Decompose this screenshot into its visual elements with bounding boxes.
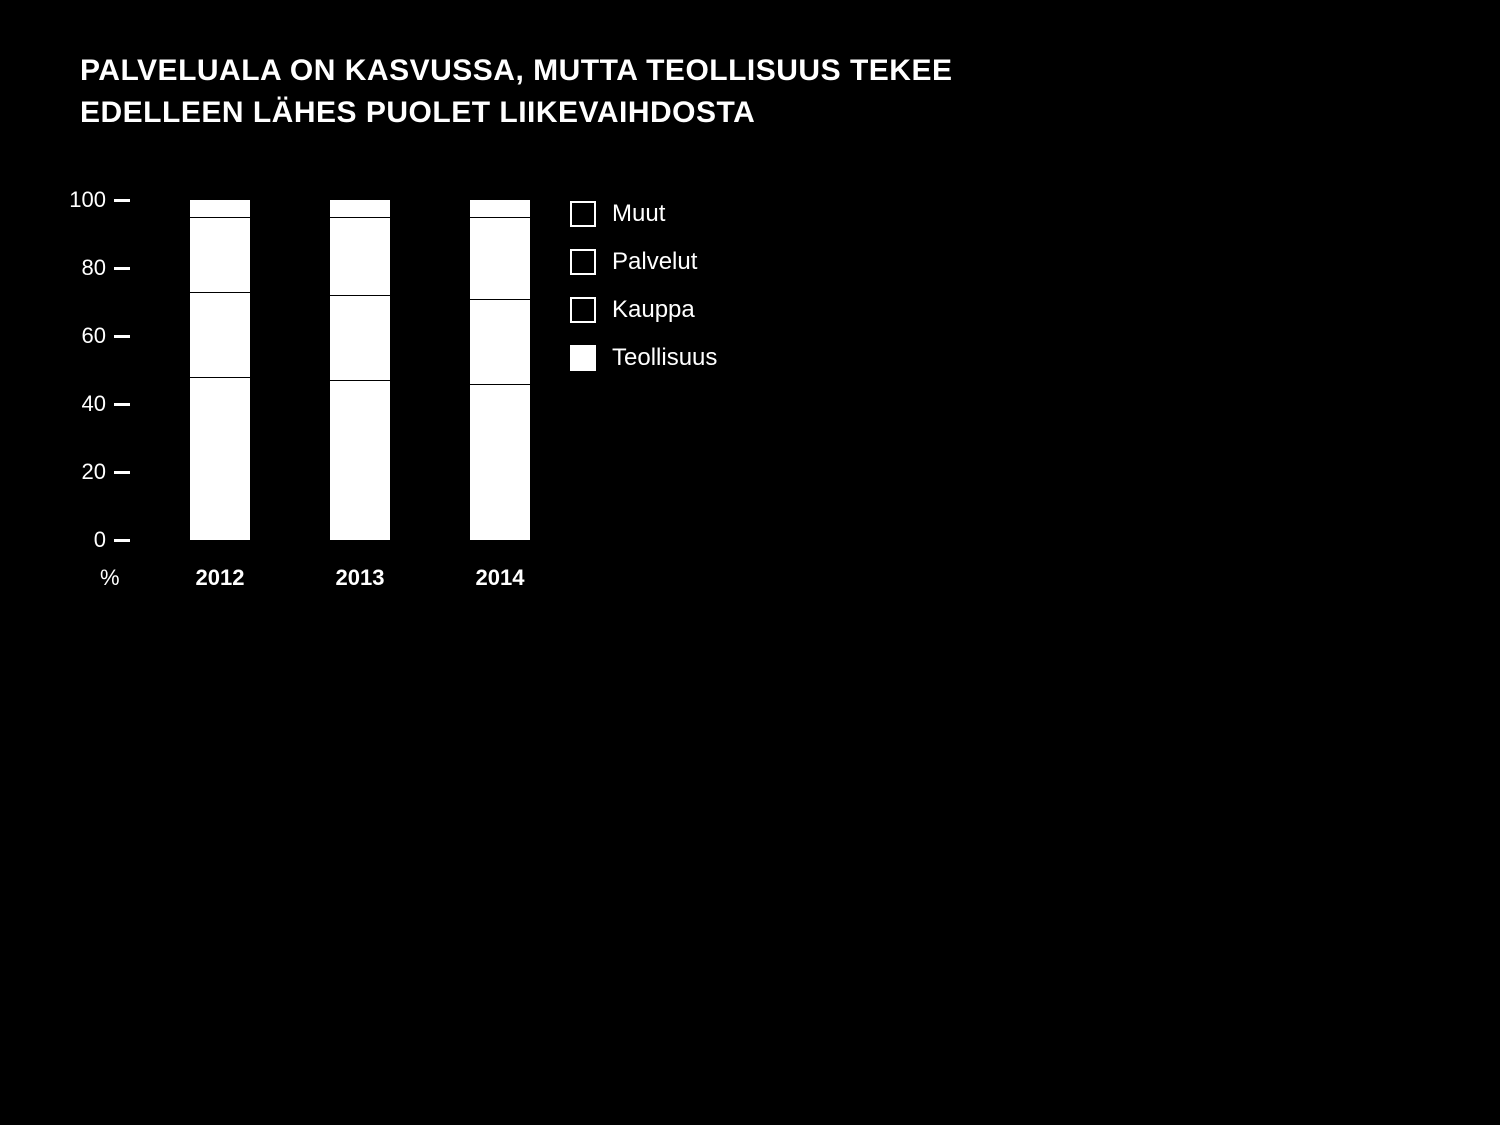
y-tick-mark-icon [114,199,130,202]
bar-segment-teollisuus [190,377,250,540]
bar-segment-muut [330,200,390,217]
legend-item: Muut [570,200,717,228]
legend: Muut Palvelut Kauppa Teollisuus [570,200,717,392]
bar-2014 [470,200,530,540]
bar-2012 [190,200,250,540]
legend-item: Kauppa [570,296,717,324]
y-tick-label: 40 [68,391,106,417]
y-tick: 100 [68,187,130,213]
y-tick: 0 [68,527,130,553]
y-tick-label: 80 [68,255,106,281]
bar-2013 [330,200,390,540]
y-tick-label: 60 [68,323,106,349]
legend-label: Muut [612,200,665,228]
legend-swatch-icon [570,201,596,227]
bar-segment-kauppa [330,295,390,380]
legend-swatch-icon [570,345,596,371]
bar-segment-muut [470,200,530,217]
plot-area [150,200,540,540]
y-tick: 80 [68,255,130,281]
bar-segment-teollisuus [330,380,390,540]
legend-swatch-icon [570,249,596,275]
legend-swatch-icon [570,297,596,323]
y-tick-label: 100 [68,187,106,213]
y-tick-mark-icon [114,539,130,542]
y-tick-mark-icon [114,335,130,338]
y-axis-unit: % [100,565,120,591]
legend-item: Teollisuus [570,344,717,372]
bar-segment-palvelut [190,217,250,292]
y-tick-label: 20 [68,459,106,485]
y-axis: 020406080100 [60,200,130,540]
y-tick: 40 [68,391,130,417]
x-label: 2012 [196,565,245,591]
bar-segment-palvelut [330,217,390,295]
legend-label: Palvelut [612,248,697,276]
y-tick-mark-icon [114,403,130,406]
bar-segment-muut [190,200,250,217]
bar-segment-kauppa [190,292,250,377]
bar-segment-teollisuus [470,384,530,540]
x-label: 2014 [476,565,525,591]
chart-area: 020406080100 201220132014 % [60,200,540,600]
x-label: 2013 [336,565,385,591]
y-tick: 60 [68,323,130,349]
y-tick-label: 0 [68,527,106,553]
y-tick: 20 [68,459,130,485]
y-tick-mark-icon [114,471,130,474]
bar-segment-kauppa [470,299,530,384]
y-tick-mark-icon [114,267,130,270]
legend-item: Palvelut [570,248,717,276]
legend-label: Teollisuus [612,344,717,372]
bar-segment-palvelut [470,217,530,299]
legend-label: Kauppa [612,296,695,324]
x-axis-labels: 2012 2013 2014 [150,565,540,595]
chart-title: PALVELUALA ON KASVUSSA, MUTTA TEOLLISUUS… [80,50,980,134]
